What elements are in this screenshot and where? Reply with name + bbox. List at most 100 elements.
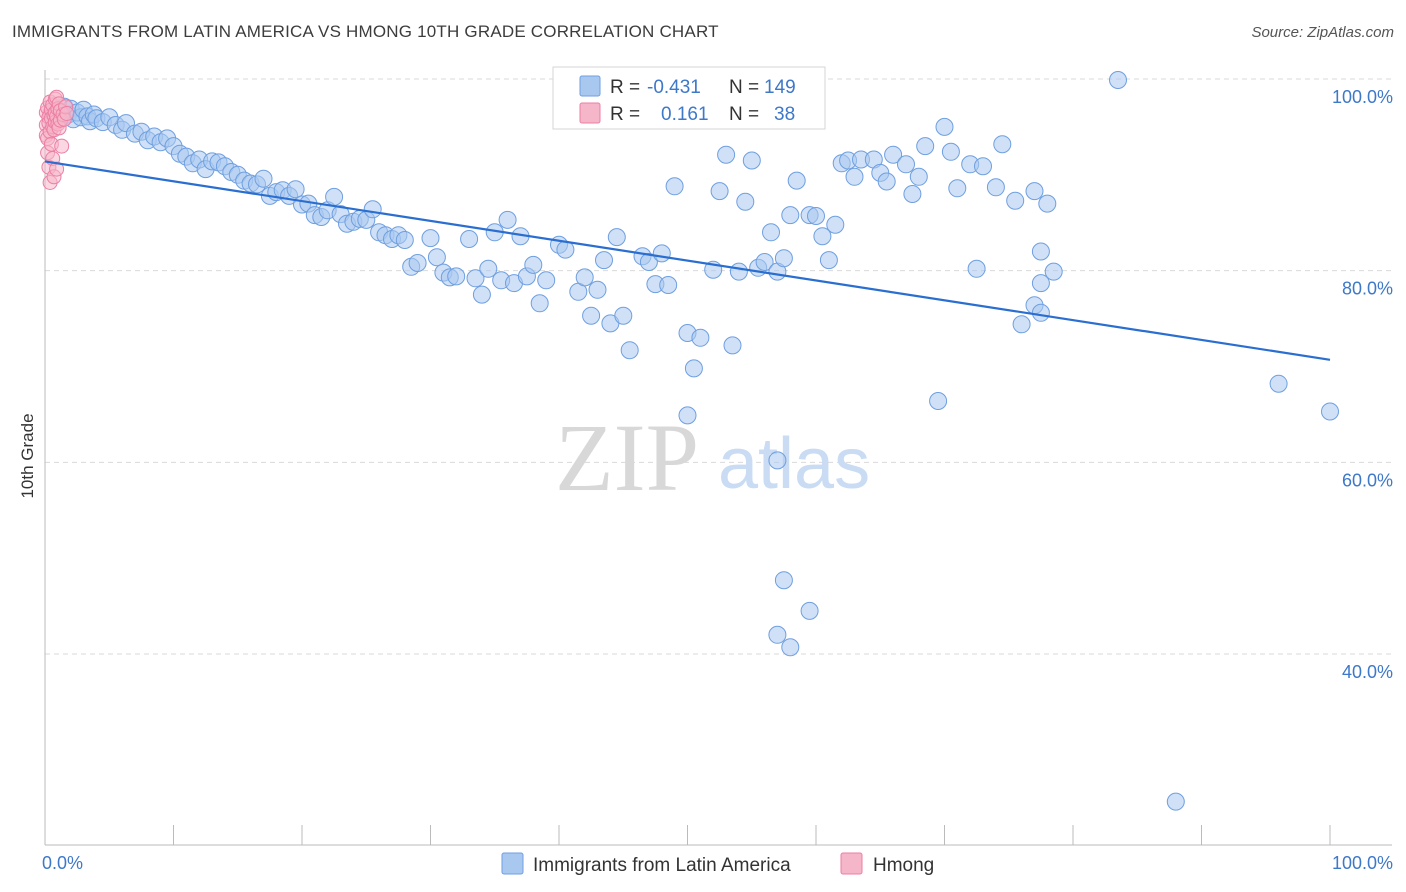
point-latin-america — [472, 285, 491, 304]
point-latin-america — [325, 187, 344, 206]
point-latin-america — [1012, 315, 1031, 334]
point-latin-america — [678, 406, 697, 425]
point-latin-america — [620, 341, 639, 360]
legend-r-value-2: 0.161 — [661, 104, 709, 125]
point-latin-america — [479, 259, 498, 278]
point-latin-america — [1031, 303, 1050, 322]
x-tick-labels: 0.0% 100.0% — [42, 853, 1393, 873]
point-latin-america — [408, 254, 427, 272]
point-latin-america — [466, 269, 485, 288]
point-latin-america — [941, 142, 960, 161]
bottom-legend-label-hmong[interactable]: Hmong — [873, 855, 934, 876]
point-hmong — [59, 106, 75, 121]
legend-swatch-blue — [579, 75, 601, 97]
bottom-legend: Immigrants from Latin America Hmong — [501, 852, 934, 876]
point-latin-america — [498, 210, 517, 229]
point-latin-america — [588, 280, 607, 299]
point-latin-america — [1321, 402, 1339, 421]
y-tick-labels: 40.0% 60.0% 80.0% 100.0% — [1332, 87, 1393, 682]
source-credit[interactable]: Source: ZipAtlas.com — [1251, 24, 1394, 41]
point-latin-america — [1006, 191, 1025, 210]
bottom-legend-swatch-blue[interactable] — [501, 852, 524, 875]
y-axis-label: 10th Grade — [18, 413, 37, 498]
legend-swatch-pink — [579, 102, 601, 124]
point-latin-america — [1109, 71, 1127, 89]
point-latin-america — [897, 155, 915, 174]
watermark-zip: ZIP — [555, 404, 699, 511]
point-latin-america — [575, 268, 594, 287]
point-latin-america — [684, 359, 703, 378]
legend-r-label-2: R = — [610, 104, 640, 125]
grid-lines — [45, 78, 1392, 655]
point-latin-america — [395, 231, 414, 249]
point-hmong — [54, 138, 70, 154]
point-latin-america — [537, 271, 556, 290]
point-latin-america — [659, 276, 678, 294]
point-latin-america — [813, 227, 832, 246]
legend-n-label-2: N = — [729, 104, 759, 125]
point-latin-america — [1025, 182, 1044, 201]
point-latin-america — [691, 328, 710, 347]
point-latin-america — [755, 253, 774, 271]
point-latin-america — [363, 200, 382, 219]
point-latin-america — [460, 230, 479, 248]
point-latin-america — [909, 167, 928, 186]
point-latin-america — [710, 182, 729, 201]
point-latin-america — [768, 625, 787, 644]
point-latin-america — [530, 294, 549, 313]
point-latin-america — [729, 262, 748, 281]
point-latin-america — [1031, 242, 1050, 261]
y-tick-label: 80.0% — [1342, 279, 1393, 299]
point-latin-america — [993, 135, 1012, 154]
y-tick-label: 40.0% — [1342, 662, 1393, 682]
point-latin-america — [781, 206, 800, 225]
point-latin-america — [639, 253, 658, 271]
point-latin-america — [768, 451, 787, 470]
legend-r-value-1: -0.431 — [647, 77, 701, 98]
legend-r-label-1: R = — [610, 77, 640, 98]
point-latin-america — [595, 251, 613, 270]
point-latin-america — [717, 145, 736, 164]
point-latin-america — [286, 180, 305, 199]
trend-line-latin-america — [44, 160, 1331, 361]
point-latin-america — [1044, 262, 1063, 281]
point-latin-america — [736, 192, 755, 211]
point-latin-america — [1166, 792, 1185, 811]
point-latin-america — [948, 179, 967, 198]
watermark-atlas: atlas — [718, 424, 870, 504]
point-latin-america — [929, 392, 948, 410]
point-latin-america — [935, 117, 954, 136]
point-latin-america — [774, 249, 793, 268]
stats-legend: R = -0.431 N = 149 R = 0.161 N = 38 — [552, 66, 826, 130]
point-latin-america — [665, 177, 684, 196]
point-latin-america — [421, 229, 440, 248]
axes — [44, 70, 1392, 846]
y-tick-label: 60.0% — [1342, 470, 1393, 490]
point-latin-america — [723, 336, 742, 355]
point-latin-america — [826, 215, 845, 234]
point-latin-america — [800, 601, 819, 620]
point-latin-america — [427, 248, 446, 267]
point-latin-america — [524, 255, 543, 274]
point-latin-america — [614, 306, 633, 325]
point-latin-america — [1269, 374, 1288, 393]
point-latin-america — [903, 185, 922, 203]
point-latin-america — [447, 267, 466, 286]
point-latin-america — [1031, 274, 1050, 293]
bottom-legend-label-latin-america[interactable]: Immigrants from Latin America — [533, 855, 791, 876]
point-latin-america — [916, 137, 935, 156]
legend-n-value-1: 149 — [764, 77, 796, 98]
point-latin-america — [774, 571, 793, 590]
point-latin-america — [254, 169, 273, 188]
watermark: ZIP atlas — [555, 404, 870, 511]
point-latin-america — [974, 157, 992, 176]
point-latin-america — [807, 207, 825, 225]
chart-title: IMMIGRANTS FROM LATIN AMERICA VS HMONG 1… — [12, 22, 719, 41]
point-latin-america — [742, 151, 761, 170]
legend-n-label-1: N = — [729, 77, 759, 98]
legend-n-value-2: 38 — [774, 104, 795, 125]
point-latin-america — [652, 244, 671, 263]
point-latin-america — [1038, 194, 1057, 213]
bottom-legend-swatch-pink[interactable] — [840, 852, 863, 875]
